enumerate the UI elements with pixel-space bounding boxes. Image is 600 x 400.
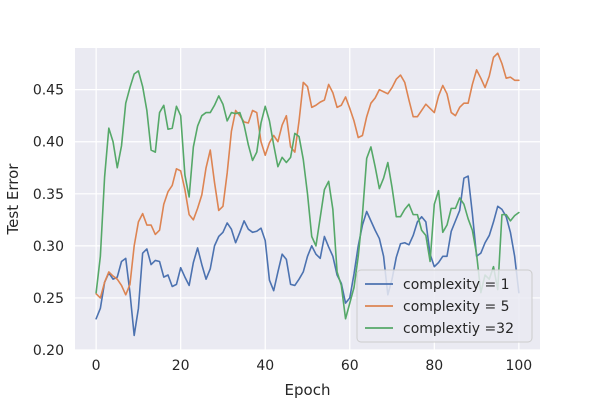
x-tick-labels: 0 20 40 60 80 100: [92, 358, 533, 374]
y-tick-label: 0.20: [33, 343, 64, 359]
legend: complexity = 1 complexity = 5 complextiy =…: [356, 269, 533, 343]
y-tick-label: 0.30: [33, 239, 64, 255]
x-tick-label: 0: [92, 358, 101, 374]
x-tick-label: 100: [505, 358, 532, 374]
x-tick-label: 20: [172, 358, 190, 374]
x-tick-label: 40: [256, 358, 274, 374]
series-line-1: [95, 175, 520, 337]
series-line-2: [95, 52, 520, 299]
legend-label: complextiy =32: [403, 321, 514, 337]
x-axis-label: Epoch: [285, 381, 331, 399]
y-tick-label: 0.35: [33, 187, 64, 203]
x-tick-label: 60: [341, 358, 359, 374]
legend-label: complexity = 1: [403, 277, 510, 293]
legend-label: complexity = 5: [403, 299, 510, 315]
y-tick-label: 0.45: [33, 83, 64, 99]
x-tick-label: 80: [425, 358, 443, 374]
series-line-3: [95, 70, 520, 320]
series-layer: [95, 52, 520, 337]
y-tick-label: 0.25: [33, 291, 64, 307]
y-tick-label: 0.40: [33, 135, 64, 151]
y-axis-label: Test Error: [4, 163, 22, 236]
y-tick-labels: 0.20 0.25 0.30 0.35 0.40 0.45: [33, 83, 64, 359]
legend-box: [356, 269, 533, 343]
